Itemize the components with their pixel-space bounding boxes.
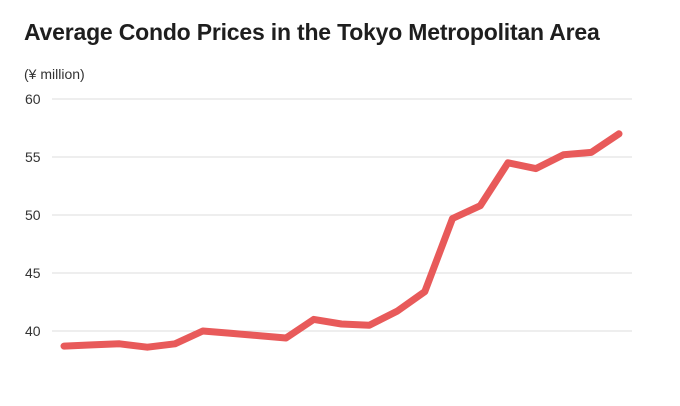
series-line <box>60 130 623 351</box>
gridlines <box>52 98 632 332</box>
y-tick-labels: 40 45 50 55 60 <box>25 91 41 339</box>
y-tick-label: 60 <box>25 91 41 107</box>
y-tick-label: 55 <box>25 149 41 165</box>
y-tick-label: 50 <box>25 207 41 223</box>
y-tick-label: 45 <box>25 265 41 281</box>
chart-title: Average Condo Prices in the Tokyo Metrop… <box>24 19 600 45</box>
y-tick-label: 40 <box>25 323 41 339</box>
y-axis-unit-label: (¥ million) <box>24 66 85 82</box>
